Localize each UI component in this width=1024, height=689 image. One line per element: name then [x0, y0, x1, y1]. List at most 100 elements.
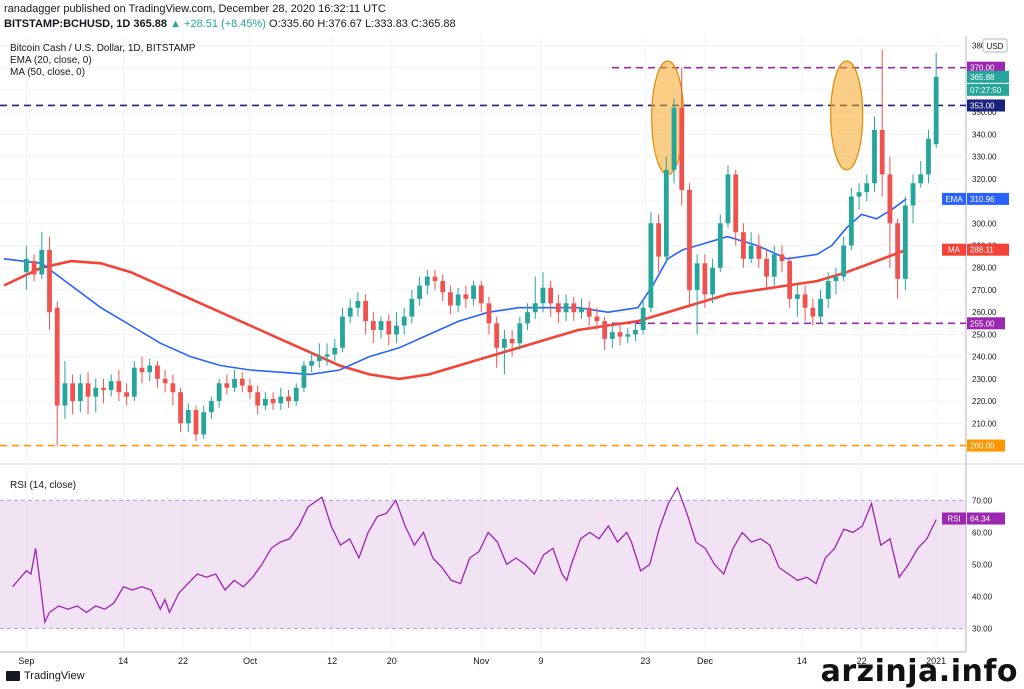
time-tick-label: Oct — [243, 656, 258, 666]
candle-body — [563, 303, 569, 313]
candle-body — [555, 303, 561, 313]
candle-body — [710, 267, 715, 295]
candle-body — [517, 323, 523, 344]
candle-body — [663, 169, 669, 257]
candles — [23, 49, 939, 446]
rsi-tag-prefix: RSI — [947, 515, 960, 524]
candle-body — [756, 245, 762, 259]
price-tag-prefix: EMA — [945, 195, 963, 204]
candle-body — [370, 321, 376, 330]
price-tag-prefix-box — [942, 243, 966, 256]
candle-body — [432, 276, 438, 282]
candle-body — [448, 292, 453, 306]
legend-title: Bitcoin Cash / U.S. Dollar, 1D, BITSTAMP — [10, 43, 196, 54]
candle-body — [139, 367, 145, 373]
candle-body — [540, 287, 546, 304]
candle-body — [509, 338, 515, 344]
level-tag-label: 200.00 — [970, 442, 995, 451]
level-tag-label: 255.00 — [970, 319, 995, 328]
candle-body — [101, 387, 106, 390]
rsi-tick-label: 50.00 — [972, 560, 993, 569]
candle-body — [725, 174, 731, 224]
price-axis[interactable]: 200.00 210.00 220.00 230.00 240.00 250.00 260.… — [972, 41, 997, 633]
candle-body — [316, 356, 322, 362]
candle-body — [324, 354, 330, 357]
candle-body — [386, 321, 392, 335]
candle-body — [116, 381, 122, 393]
candle-body — [463, 294, 469, 299]
candle-body — [818, 298, 823, 317]
rsi-tag-label: 64.34 — [970, 515, 991, 524]
candle-body — [702, 263, 708, 295]
candle-body — [617, 332, 623, 337]
time-tick-label: 9 — [538, 656, 543, 666]
candle-body — [625, 334, 631, 337]
rsi-tick-label: 30.00 — [972, 624, 993, 633]
price-tick-label: 270.00 — [972, 286, 997, 295]
price-tag — [967, 70, 1009, 83]
open-label: O: — [269, 18, 281, 30]
candle-body — [286, 396, 291, 402]
candle-body — [602, 321, 608, 339]
candle-body — [640, 307, 646, 330]
candle-body — [108, 381, 114, 390]
price-tick-label: 260.00 — [972, 308, 997, 317]
low-label: L: — [365, 18, 375, 30]
candle-body — [170, 383, 176, 393]
price-tick-label: 250.00 — [972, 330, 997, 339]
candle-body — [239, 378, 245, 386]
candle-body — [910, 183, 916, 206]
price-tick-label: 350.00 — [972, 108, 997, 117]
candle-body — [185, 409, 191, 424]
time-tick-label: 20 — [387, 656, 397, 666]
candle-body — [841, 245, 847, 277]
footer: TradingView arzinja.info — [0, 654, 1024, 689]
candle-body — [609, 332, 615, 339]
candle-body — [340, 316, 345, 348]
axis-tags: 370.00 353.00 255.00 200.00 365.88 07:27:50 31… — [942, 61, 1009, 525]
legend-rsi: RSI (14, close) — [10, 480, 76, 491]
countdown-label: 07:27:50 — [970, 86, 1002, 95]
candle-body — [833, 276, 839, 282]
candle-body — [741, 232, 746, 259]
time-axis[interactable]: Sep 14 22 Oct 12 20 Nov 9 23 Dec 14 22 2021 — [18, 656, 946, 666]
candle-body — [147, 365, 153, 373]
rsi-tag-prefix-box — [942, 512, 966, 525]
candle-body — [471, 285, 476, 299]
close-value: 365.88 — [422, 18, 456, 30]
watermark: arzinja.info — [820, 654, 1018, 689]
candle-body — [216, 383, 222, 402]
tradingview-logo: TradingView — [6, 670, 85, 682]
candle-body — [717, 223, 723, 268]
candle-body — [309, 361, 315, 366]
symbol-label: BITSTAMP:BCHUSD, 1D — [4, 18, 131, 30]
time-tick-label: 14 — [118, 656, 128, 666]
candle-body — [85, 383, 91, 397]
candle-body — [733, 174, 739, 233]
candle-body — [77, 383, 83, 402]
level-tag — [967, 99, 1005, 112]
rsi-tick-label: 40.00 — [972, 592, 993, 601]
ma-line-layer — [3, 248, 907, 381]
candle-body — [201, 412, 207, 435]
price-tag-label: 288.11 — [970, 246, 994, 255]
candle-body — [902, 205, 908, 279]
candle-body — [47, 249, 52, 313]
countdown-tag — [967, 83, 1009, 96]
candle-body — [424, 276, 430, 286]
tradingview-logo-icon — [6, 671, 20, 681]
price-tag-prefix-box — [942, 192, 966, 205]
price-tick-label: 340.00 — [972, 130, 997, 139]
level-tag-label: 370.00 — [970, 64, 995, 73]
horizontal-levels — [0, 66, 966, 447]
candle-body — [810, 307, 816, 317]
candle-body — [779, 254, 785, 262]
candle-body — [879, 129, 885, 175]
candle-body — [270, 398, 276, 404]
last-price: 365.88 — [133, 18, 168, 30]
candle-body — [193, 409, 199, 435]
price-chart[interactable]: 200.00 210.00 220.00 230.00 240.00 250.00 260.… — [0, 36, 1024, 668]
candle-body — [440, 281, 446, 293]
price-change: ▲ +28.51 (+8.45%) — [170, 18, 266, 30]
candle-body — [262, 398, 268, 406]
